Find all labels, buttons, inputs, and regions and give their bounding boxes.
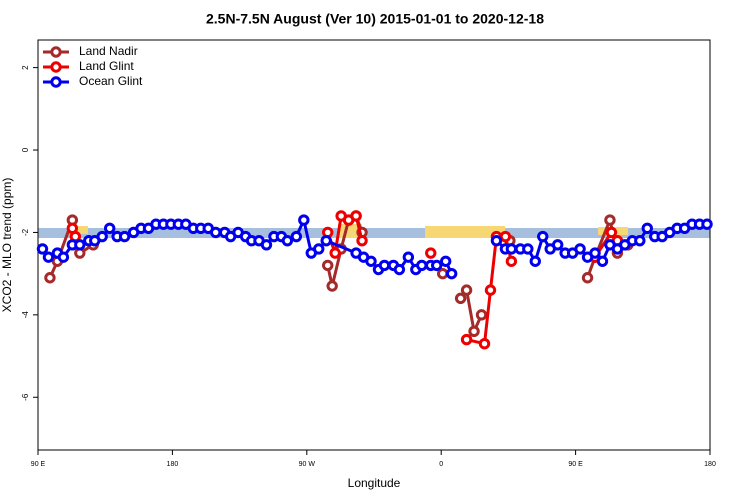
data-point [320,234,332,247]
chart-title: 2.5N-7.5N August (Ver 10) 2015-01-01 to … [206,11,544,27]
ocean-strip [38,228,710,238]
land-patch [74,226,88,234]
data-point [393,263,406,276]
data-point [356,234,368,247]
x-tick-label: 90 E [568,461,583,468]
data-point [436,267,449,280]
data-point [460,284,473,296]
data-point [378,259,391,272]
x-tick-label: 0 [439,461,443,468]
data-point [365,255,377,267]
data-point [445,267,458,280]
plot-frame [37,39,711,451]
data-point [281,234,294,247]
data-point [605,226,618,239]
data-point [460,333,473,346]
y-tick-label: -4 [21,311,30,319]
data-point [581,272,594,284]
data-point [36,243,49,255]
data-point [484,284,497,296]
data-point [74,239,86,251]
data-point [454,292,467,305]
data-point [529,255,541,267]
data-point [596,255,609,267]
data-point [499,230,512,243]
data-point [431,259,443,272]
data-point [210,226,222,239]
y-tick-label: 2 [21,65,30,70]
data-point [522,243,534,255]
data-point [634,234,646,247]
y-tick-label: 0 [21,147,30,152]
data-point [44,272,56,284]
legend-label: Land Glint [79,59,134,73]
data-point [42,251,55,263]
data-point [260,239,273,251]
data-point [402,251,415,263]
data-point [350,210,362,222]
legend-marker [50,46,62,58]
data-point [326,280,338,292]
data-point [57,251,70,263]
data-point [505,255,518,267]
x-tick-label: 90 E [31,461,46,468]
data-point [574,243,586,255]
data-point [468,325,480,338]
data-point [103,222,116,235]
data-point [118,230,131,243]
data-point [425,247,437,259]
legend-label: Land Nadir [79,44,138,58]
y-tick-label: -6 [21,393,30,401]
x-tick-label: 180 [167,461,179,468]
data-point [329,247,341,259]
legend-marker [50,61,62,73]
map-strip [38,224,710,238]
data-point [490,234,503,247]
data-point [604,214,616,226]
data-point [290,230,303,243]
legend-marker [50,76,62,88]
data-point [416,259,428,272]
data-point [298,214,310,226]
data-point [505,243,518,255]
data-point [96,230,108,243]
data-point [589,247,601,259]
x-tick-label: 180 [704,461,716,468]
data-point [313,243,325,255]
legend-label: Ocean Glint [79,74,143,88]
data-point [551,239,564,251]
data-point [322,259,334,272]
data-point [641,222,653,235]
data-point [439,255,452,267]
y-axis-label: XCO2 - MLO trend (ppm) [0,178,14,313]
data-point [537,230,549,243]
x-axis-label: Longitude [348,476,401,490]
y-tick-label: -2 [21,228,30,236]
data-point [478,337,491,350]
data-point [475,309,488,321]
x-tick-label: 90 W [299,461,316,468]
data-point [701,218,713,230]
land-patch [425,226,505,238]
